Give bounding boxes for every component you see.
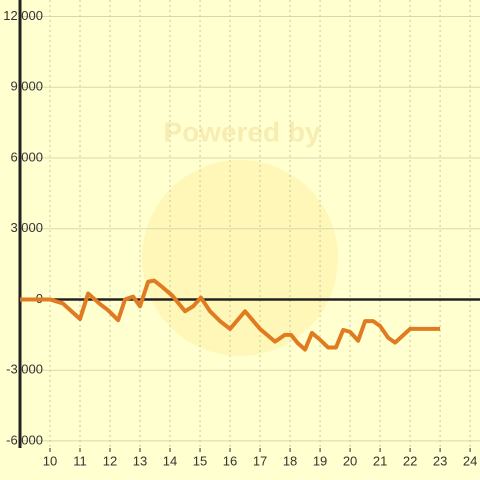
- x-tick-label: 23: [433, 453, 447, 468]
- y-tick-label: 3,000: [10, 220, 43, 235]
- x-tick-label: 16: [223, 453, 237, 468]
- y-tick-label: 9,000: [10, 79, 43, 94]
- y-tick-label: 12,000: [3, 8, 43, 23]
- y-tick-label: -3,000: [6, 362, 43, 377]
- x-tick-label: 22: [403, 453, 417, 468]
- y-tick-label: 6,000: [10, 149, 43, 164]
- x-tick-label: 14: [163, 453, 177, 468]
- x-tick-label: 11: [73, 453, 87, 468]
- x-tick-label: 19: [313, 453, 327, 468]
- y-tick-label: -6,000: [6, 432, 43, 447]
- x-tick-label: 21: [373, 453, 387, 468]
- x-tick-label: 13: [133, 453, 147, 468]
- x-tick-label: 18: [283, 453, 297, 468]
- data-line: [20, 278, 441, 352]
- x-tick-label: 24: [463, 453, 477, 468]
- watermark-logo: [142, 160, 338, 356]
- x-tick-label: 10: [43, 453, 57, 468]
- x-tick-label: 15: [193, 453, 207, 468]
- watermark: Powered by: [163, 116, 321, 147]
- x-tick-label: 20: [343, 453, 357, 468]
- x-tick-label: 12: [103, 453, 117, 468]
- x-tick-label: 17: [253, 453, 267, 468]
